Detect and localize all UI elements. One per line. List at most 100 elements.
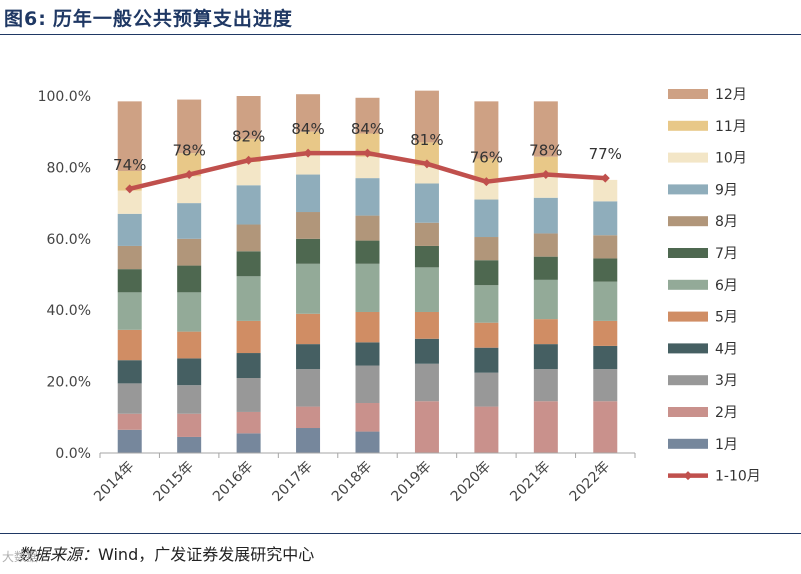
bar-segment [296,344,321,370]
bar-segment [355,311,380,343]
x-tick-label: 2018年 [329,459,375,505]
y-axis: 0.0% 20.0% 40.0% 60.0% 80.0% 100.0% [38,89,91,462]
line-data-label: 84% [291,120,324,138]
y-tick-label: 0.0% [55,446,91,462]
bar-segment [177,238,202,266]
bar-segment [117,245,142,270]
bar-segment [474,158,499,180]
bar-segment [296,238,321,264]
bar-segment [296,369,321,407]
bar-segment [414,183,439,223]
bar-segment [296,313,321,345]
bar-segment [474,260,499,286]
line-data-label: 74% [113,156,146,174]
legend-label: 1月 [715,437,738,453]
bar-segment [236,138,261,163]
legend-label: 5月 [715,310,738,326]
bar-segment [177,413,202,437]
bar-segment [355,342,380,366]
line-marker [184,170,194,180]
bar-segment [593,320,618,346]
line-data-label: 77% [589,145,622,163]
source-label: 数据来源： [18,545,99,564]
bar-segment [414,165,439,184]
bar-segment [177,292,202,332]
x-axis [99,452,636,458]
bar-segment [236,276,261,321]
bar-segment [117,292,142,330]
line-marker [303,148,313,158]
bar-segment [533,401,558,453]
bar-segment [593,401,618,453]
bar-segment [236,185,261,225]
bar-segment [296,212,321,239]
bar-segment [593,201,618,236]
bar-segment [414,90,439,143]
bar-segment [593,258,618,282]
bar-segment [355,240,380,264]
bar-segment [177,203,202,239]
bar-segment [414,363,439,402]
bar-segment [296,406,321,429]
bar-segment [414,338,439,364]
bar-segment [593,281,618,321]
legend-label: 1-10月 [715,469,761,485]
bar-segment [414,267,439,312]
bar-segment [593,235,618,259]
bar-segment [177,385,202,414]
bar-segment [236,353,261,379]
bar-segment [355,263,380,312]
legend-swatch [668,216,708,227]
bar-segment [177,265,202,293]
x-tick-label: 2017年 [269,459,315,505]
bar-segment [355,178,380,216]
bar-segment [296,153,321,175]
bar-segment [296,263,321,314]
bar-segment [414,401,439,453]
watermark: 大数据 [2,550,39,564]
bar-segment [355,431,380,453]
line-data-label: 78% [172,142,205,160]
legend-label: 3月 [715,373,738,389]
legend-swatch [668,311,708,322]
bar-segment [117,360,142,384]
bar-segment [296,131,321,154]
bar-segment [414,311,439,339]
bar-segment [117,101,142,171]
bar-segment [236,96,261,139]
bar-segment [533,156,558,177]
legend-label: 8月 [715,214,738,230]
legend-line-marker [683,471,693,481]
bar-segment [533,319,558,345]
bar-segment [236,224,261,252]
x-tick-label: 2022年 [567,459,613,505]
figure-number: 图6: [4,8,47,30]
bar-segment [296,94,321,132]
bar-segment [533,101,558,157]
bar-segment [533,233,558,257]
figure-title-text: 历年一般公共预算支出进度 [52,8,293,30]
bar-segment [296,174,321,213]
bar-segment [414,222,439,246]
line-marker [422,159,432,169]
bar-segment [117,329,142,361]
bar-segment [474,179,499,200]
bar-segment [533,256,558,280]
bar-segment [177,176,202,204]
bar-segment [414,142,439,166]
bar-segment [474,372,499,407]
legend: 12月 11月 10月 9月 8月 7月 6月 5月 4月 3月 2月 1月 1-10月 [668,87,761,485]
bar-segment [296,428,321,453]
legend-label: 2月 [715,405,738,421]
bar-segment [236,162,261,186]
line-marker [244,155,254,165]
legend-swatch [668,279,708,290]
line-data-label: 84% [351,120,384,138]
bar-segment [117,383,142,414]
source-divider [0,533,801,534]
line-data-label: 81% [410,131,443,149]
x-tick-label: 2016年 [210,459,256,505]
legend-swatch [668,407,708,417]
x-tick-label: 2015年 [151,459,197,505]
